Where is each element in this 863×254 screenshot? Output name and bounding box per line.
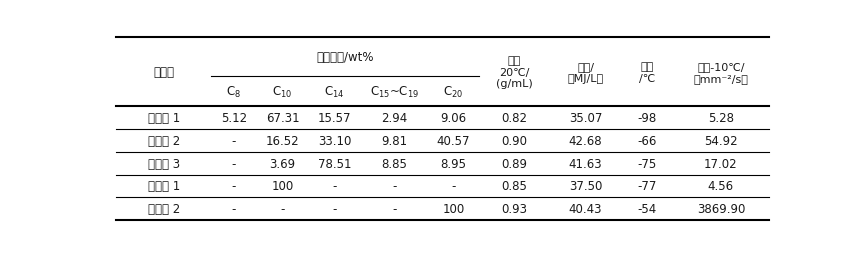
- Text: -: -: [232, 202, 236, 215]
- Text: C$_8$: C$_8$: [226, 84, 242, 99]
- Text: -75: -75: [638, 157, 657, 170]
- Text: 黏度-10℃/
（mm⁻²/s）: 黏度-10℃/ （mm⁻²/s）: [694, 62, 748, 83]
- Text: 15.57: 15.57: [318, 112, 351, 124]
- Text: 0.85: 0.85: [501, 180, 527, 193]
- Text: 8.85: 8.85: [381, 157, 407, 170]
- Text: C$_{15}$~C$_{19}$: C$_{15}$~C$_{19}$: [370, 84, 419, 99]
- Text: -: -: [451, 180, 456, 193]
- Text: 17.02: 17.02: [704, 157, 738, 170]
- Text: 0.82: 0.82: [501, 112, 527, 124]
- Text: 5.28: 5.28: [708, 112, 734, 124]
- Text: 热值/
（MJ/L）: 热值/ （MJ/L）: [568, 62, 603, 83]
- Text: 0.90: 0.90: [501, 134, 527, 147]
- Text: 16.52: 16.52: [266, 134, 299, 147]
- Text: 2.94: 2.94: [381, 112, 407, 124]
- Text: 冰点
/℃: 冰点 /℃: [639, 62, 655, 83]
- Text: -: -: [232, 180, 236, 193]
- Text: 产品组成/wt%: 产品组成/wt%: [317, 51, 374, 64]
- Text: -98: -98: [638, 112, 657, 124]
- Text: 3.69: 3.69: [269, 157, 296, 170]
- Text: 4.56: 4.56: [708, 180, 734, 193]
- Text: 41.63: 41.63: [569, 157, 602, 170]
- Text: 密度
20℃/
(g/mL): 密度 20℃/ (g/mL): [496, 56, 532, 89]
- Text: 5.12: 5.12: [221, 112, 247, 124]
- Text: 实施例 1: 实施例 1: [148, 112, 180, 124]
- Text: 78.51: 78.51: [318, 157, 351, 170]
- Text: 100: 100: [272, 180, 293, 193]
- Text: -54: -54: [638, 202, 657, 215]
- Text: -77: -77: [638, 180, 657, 193]
- Text: 实施例 3: 实施例 3: [148, 157, 180, 170]
- Text: 42.68: 42.68: [569, 134, 602, 147]
- Text: 9.81: 9.81: [381, 134, 407, 147]
- Text: 54.92: 54.92: [704, 134, 738, 147]
- Text: 40.43: 40.43: [569, 202, 602, 215]
- Text: C$_{10}$: C$_{10}$: [273, 84, 293, 99]
- Text: C$_{20}$: C$_{20}$: [444, 84, 463, 99]
- Text: 对比例 1: 对比例 1: [148, 180, 180, 193]
- Text: 33.10: 33.10: [318, 134, 351, 147]
- Text: 37.50: 37.50: [569, 180, 602, 193]
- Text: -: -: [232, 134, 236, 147]
- Text: -: -: [393, 202, 397, 215]
- Text: 100: 100: [443, 202, 464, 215]
- Text: 8.95: 8.95: [441, 157, 467, 170]
- Text: -66: -66: [638, 134, 657, 147]
- Text: 35.07: 35.07: [569, 112, 602, 124]
- Text: 9.06: 9.06: [440, 112, 467, 124]
- Text: 67.31: 67.31: [266, 112, 299, 124]
- Text: 3869.90: 3869.90: [696, 202, 745, 215]
- Text: 实施例 2: 实施例 2: [148, 134, 180, 147]
- Text: -: -: [332, 180, 337, 193]
- Text: -: -: [280, 202, 285, 215]
- Text: -: -: [232, 157, 236, 170]
- Text: 40.57: 40.57: [437, 134, 470, 147]
- Text: C$_{14}$: C$_{14}$: [324, 84, 345, 99]
- Text: -: -: [393, 180, 397, 193]
- Text: 对比例 2: 对比例 2: [148, 202, 180, 215]
- Text: 0.89: 0.89: [501, 157, 527, 170]
- Text: 实施例: 实施例: [153, 66, 174, 79]
- Text: 0.93: 0.93: [501, 202, 527, 215]
- Text: -: -: [332, 202, 337, 215]
